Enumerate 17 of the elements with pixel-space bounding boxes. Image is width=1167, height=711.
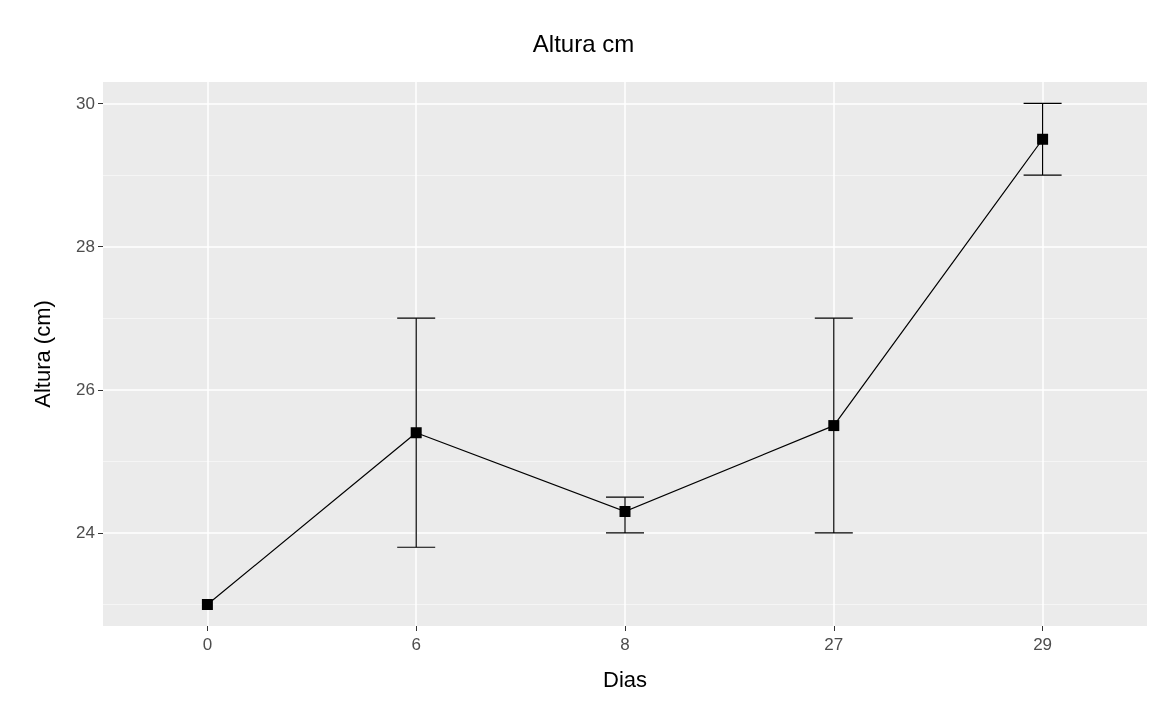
chart-title: Altura cm — [532, 29, 635, 57]
x-tick-label: 0 — [202, 635, 213, 654]
y-tick-label: 30 — [76, 93, 95, 113]
point — [410, 427, 422, 439]
x-axis-title: Dias — [602, 666, 648, 692]
x-tick-label: 29 — [1033, 635, 1053, 654]
point — [619, 505, 631, 517]
y-tick-label: 24 — [76, 523, 95, 543]
x-tick-label: 8 — [620, 635, 630, 654]
point — [201, 599, 213, 611]
point — [1037, 133, 1049, 145]
y-tick-label: 28 — [76, 237, 95, 257]
y-tick-label: 26 — [76, 380, 95, 400]
x-tick-label: 6 — [411, 635, 421, 654]
point — [828, 420, 840, 432]
x-tick-label: 27 — [824, 635, 844, 654]
y-axis-title: Altura (cm) — [29, 300, 55, 408]
